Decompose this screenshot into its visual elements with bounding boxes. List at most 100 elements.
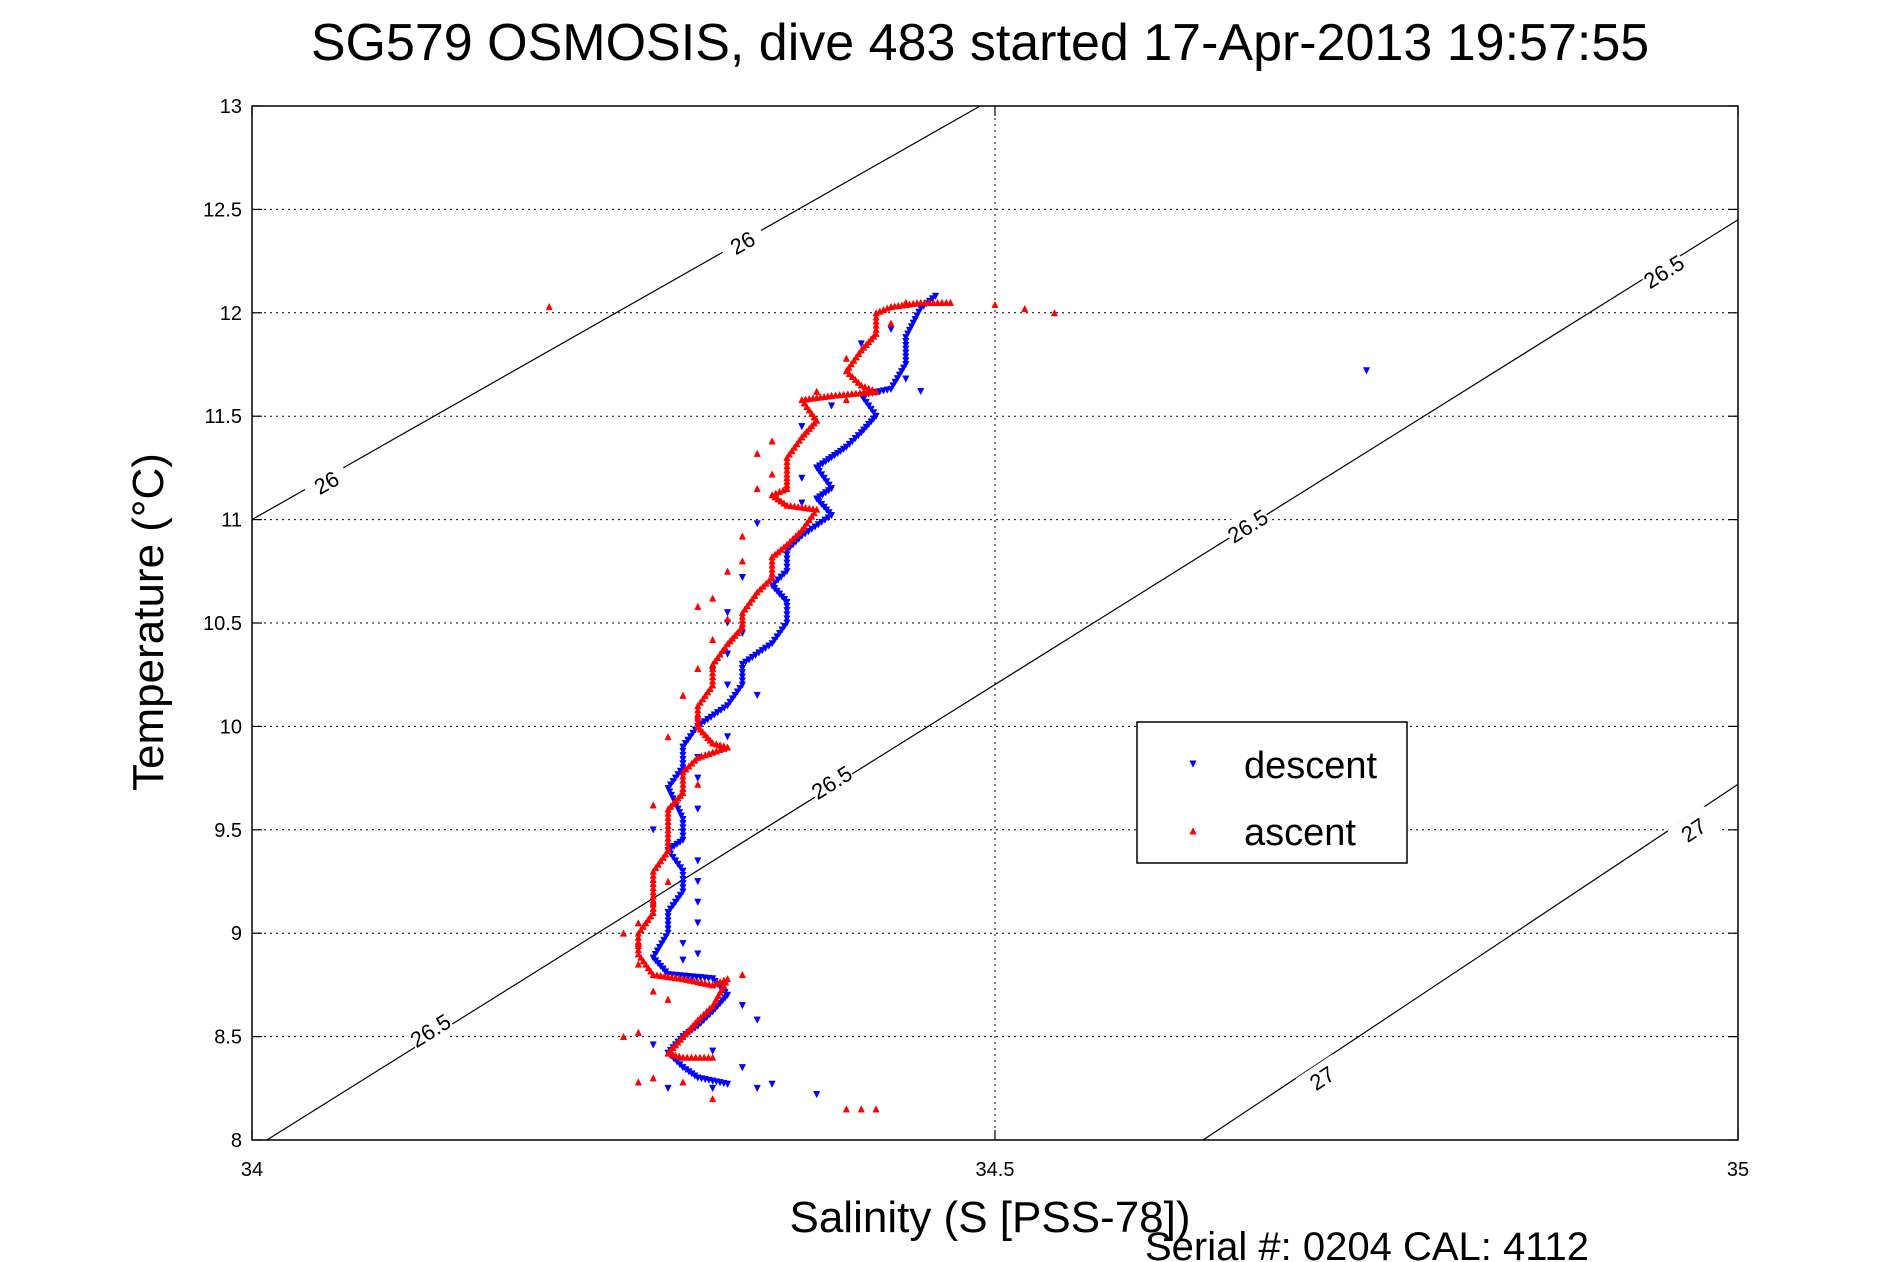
ascent-point <box>709 1001 717 1010</box>
ascent-point <box>813 387 821 395</box>
ascent-point <box>851 375 859 383</box>
ascent-point <box>706 1004 714 1012</box>
descent-point <box>694 774 702 782</box>
ascent-point <box>738 970 746 979</box>
chart-title: SG579 OSMOSIS, dive 483 started 17-Apr-2… <box>311 14 1649 72</box>
ascent-point <box>634 1078 642 1086</box>
descent-point <box>907 323 916 331</box>
legend-label-descent: descent <box>1244 745 1378 787</box>
descent-point <box>694 919 702 927</box>
contour-label-gap <box>1667 805 1720 854</box>
descent-point <box>679 867 687 875</box>
descent-point <box>893 375 901 383</box>
descent-point <box>753 1016 761 1024</box>
contour-label-gap <box>716 219 769 266</box>
descent-point <box>664 917 672 925</box>
ascent-point <box>753 449 761 457</box>
descent-point <box>897 368 906 376</box>
descent-point <box>915 308 923 317</box>
y-tick-label: 11 <box>221 510 242 532</box>
grid-lines <box>252 106 1738 1140</box>
ascent-point <box>857 1105 865 1113</box>
ascent-point <box>723 743 732 751</box>
descent-point <box>904 330 912 338</box>
descent-point <box>664 925 672 933</box>
descent-point <box>662 933 670 941</box>
y-tick-label: 9.5 <box>214 820 242 842</box>
ascent-point <box>682 765 690 773</box>
ascent-point <box>694 753 702 761</box>
ascent-point <box>848 372 856 380</box>
descent-point <box>679 756 687 764</box>
ascent-point <box>691 756 699 764</box>
ascent-point <box>700 1010 708 1018</box>
x-axis-label: Salinity (S [PSS-78]) <box>789 1193 1190 1242</box>
ascent-point <box>857 381 865 389</box>
ascent-point <box>842 395 851 404</box>
descent-point <box>679 832 687 840</box>
descent-point <box>783 611 791 619</box>
density-contour-line <box>1202 783 1739 1141</box>
descent-point <box>664 921 672 929</box>
descent-point <box>679 828 687 836</box>
descent-point <box>664 1084 672 1093</box>
ascent-point <box>709 1053 717 1061</box>
descent-point <box>660 936 668 945</box>
descent-point <box>738 673 746 681</box>
descent-point <box>679 743 687 751</box>
ascent-point <box>845 369 853 378</box>
descent-point <box>902 349 910 357</box>
descent-point <box>649 1041 657 1049</box>
descent-point <box>679 751 687 760</box>
ascent-point <box>783 484 791 493</box>
ascent-point <box>792 531 800 540</box>
descent-point <box>798 499 806 507</box>
descent-point <box>679 880 687 888</box>
descent-point <box>694 857 702 865</box>
descent-point <box>679 875 687 884</box>
ascent-point <box>649 987 657 995</box>
x-tick-label: 35 <box>1727 1159 1749 1181</box>
ascent-point <box>779 486 787 494</box>
descent-point <box>679 816 687 824</box>
legend-marker-ascent <box>1189 827 1197 835</box>
descent-point <box>694 878 702 886</box>
ascent-point <box>694 664 702 672</box>
ascent-point <box>694 712 702 720</box>
ascent-point <box>619 1032 628 1041</box>
descent-point <box>738 665 746 673</box>
descent-point <box>753 520 761 528</box>
ascent-point <box>634 960 642 968</box>
descent-point <box>679 820 687 828</box>
ascent-point <box>709 748 717 756</box>
descent-point <box>738 574 746 582</box>
ascent-point <box>883 304 891 312</box>
descent-point <box>664 909 672 917</box>
contour-label-gap <box>1637 247 1690 295</box>
descent-point <box>679 871 687 880</box>
descent-point <box>753 1084 761 1093</box>
descent-point <box>658 940 666 948</box>
legend-marker-descent <box>1189 760 1197 768</box>
ascent-point <box>723 567 732 575</box>
descent-point <box>783 551 791 559</box>
descent-point <box>694 898 702 906</box>
ascent-point <box>697 1013 705 1021</box>
y-tick-label: 10.5 <box>203 613 242 635</box>
descent-point <box>679 956 687 964</box>
legend-label-ascent: ascent <box>1244 812 1356 854</box>
y-tick-label: 8.5 <box>214 1027 242 1049</box>
density-contour-line <box>251 105 981 521</box>
ascent-point <box>876 307 884 315</box>
ascent-point <box>664 995 672 1003</box>
descent-point <box>723 681 732 689</box>
descent-point <box>902 361 910 369</box>
ascent-point <box>664 877 672 885</box>
ascent-point <box>775 487 784 496</box>
descent-point <box>783 555 791 563</box>
ascent-point <box>872 1105 880 1113</box>
ascent-point <box>756 585 764 593</box>
ascent-point <box>545 302 553 311</box>
descent-point <box>694 805 702 813</box>
